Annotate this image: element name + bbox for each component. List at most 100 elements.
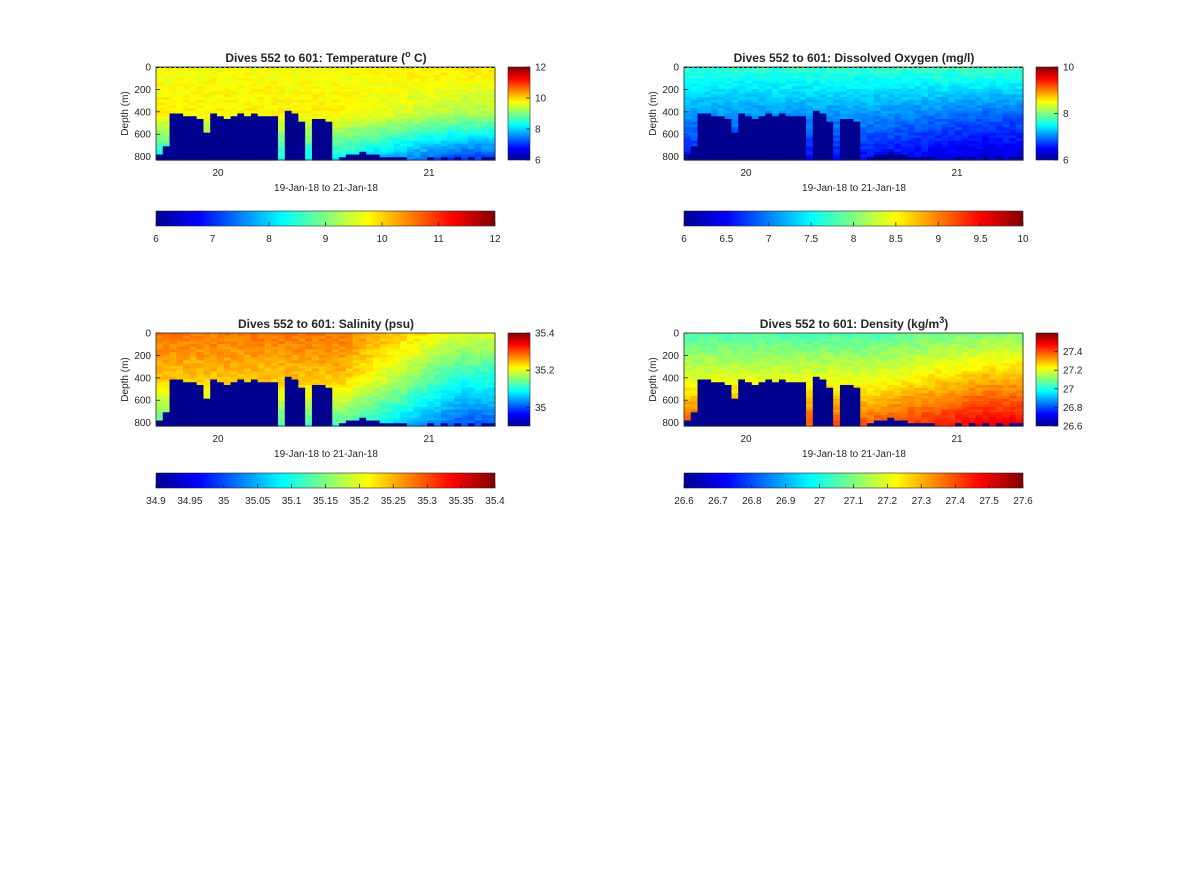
seabed-cell: [812, 149, 821, 153]
heatmap-cell: [1016, 151, 1024, 156]
heatmap-cell: [291, 343, 299, 348]
heatmap-cell: [386, 371, 394, 375]
heatmap-cell: [366, 384, 374, 389]
heatmap-cell: [156, 379, 164, 383]
heatmap-cell: [339, 360, 347, 364]
heatmap-cell: [1009, 129, 1017, 134]
seabed-cell: [244, 143, 252, 147]
seabed-cell: [359, 423, 367, 427]
seabed-cell: [189, 404, 198, 408]
heatmap-cell: [359, 354, 367, 359]
heatmap-cell: [230, 99, 238, 104]
seabed-cell: [298, 423, 306, 427]
heatmap-cell: [339, 398, 347, 402]
seabed-cell: [203, 138, 211, 142]
seabed-cell: [772, 151, 780, 156]
heatmap-cell: [995, 72, 1004, 76]
heatmap-cell: [339, 341, 347, 345]
heatmap-cell: [440, 390, 449, 394]
heatmap-cell: [968, 83, 977, 87]
heatmap-cell: [427, 108, 435, 112]
heatmap-cell: [704, 75, 712, 79]
heatmap-cell: [420, 132, 428, 136]
heatmap-cell: [352, 382, 360, 386]
heatmap-cell: [393, 382, 401, 386]
heatmap-cell: [704, 72, 712, 76]
seabed-cell: [318, 390, 327, 394]
heatmap-cell: [880, 83, 888, 87]
heatmap-cell: [237, 368, 245, 372]
heatmap-cell: [731, 77, 739, 82]
seabed-cell: [203, 398, 211, 402]
seabed-cell: [853, 146, 861, 150]
heatmap-cell: [298, 335, 306, 340]
heatmap-cell: [711, 94, 719, 98]
seabed-cell: [162, 154, 171, 158]
heatmap-cell: [785, 105, 794, 109]
heatmap-cell: [244, 354, 252, 359]
heatmap-cell: [400, 97, 408, 101]
heatmap-cell: [955, 97, 963, 101]
heatmap-cell: [955, 83, 963, 87]
heatmap-cell: [366, 404, 374, 408]
heatmap-cell: [467, 94, 476, 98]
seabed-cell: [257, 157, 266, 161]
heatmap-cell: [995, 108, 1004, 112]
heatmap-cell: [887, 121, 895, 126]
heatmap-cell: [332, 417, 340, 422]
heatmap-cell: [765, 102, 773, 106]
heatmap-cell: [467, 116, 476, 120]
seabed-cell: [298, 398, 306, 402]
heatmap-cell: [989, 86, 997, 90]
seabed-cell: [217, 135, 225, 139]
heatmap-cell: [372, 390, 381, 394]
heatmap-cell: [406, 371, 415, 375]
heatmap-cell: [413, 412, 422, 416]
seabed-cell: [765, 132, 773, 136]
heatmap-cell: [318, 94, 327, 98]
heatmap-cell: [806, 135, 814, 139]
heatmap-cell: [806, 121, 814, 126]
seabed-cell: [284, 404, 293, 408]
heatmap-cell: [860, 110, 868, 115]
heatmap-cell: [311, 67, 320, 71]
heatmap-cell: [311, 105, 320, 109]
heatmap-cell: [420, 352, 428, 356]
heatmap-cell: [731, 105, 739, 109]
heatmap-cell: [372, 113, 381, 117]
heatmap-cell: [183, 113, 191, 117]
seabed-cell: [745, 121, 753, 126]
heatmap-cell: [305, 404, 313, 408]
heatmap-cell: [291, 67, 299, 71]
heatmap-cell: [271, 368, 279, 372]
heatmap-cell: [189, 338, 198, 342]
heatmap-cell: [806, 99, 814, 104]
seabed-cell: [311, 398, 320, 402]
heatmap-cell: [420, 151, 428, 156]
heatmap-cell: [278, 88, 286, 93]
heatmap-cell: [318, 376, 327, 381]
heatmap-cell: [928, 129, 936, 134]
heatmap-cell: [400, 379, 408, 383]
heatmap-cell: [447, 105, 455, 109]
seabed-cell: [196, 146, 205, 150]
heatmap-cell: [731, 127, 739, 131]
heatmap-cell: [203, 88, 211, 93]
heatmap-cell: [406, 360, 415, 364]
heatmap-cell: [284, 69, 293, 74]
seabed-cell: [284, 138, 293, 142]
heatmap-cell: [305, 88, 313, 93]
heatmap-cell: [941, 154, 950, 158]
seabed-cell: [271, 124, 279, 128]
heatmap-cell: [413, 127, 422, 131]
heatmap-cell: [921, 146, 929, 150]
heatmap-cell: [440, 99, 449, 104]
heatmap-cell: [406, 151, 415, 156]
heatmap-cell: [406, 102, 415, 106]
heatmap-cell: [853, 108, 861, 112]
heatmap-cell: [961, 69, 970, 74]
heatmap-cell: [393, 368, 401, 372]
heatmap-cell: [305, 335, 313, 340]
heatmap-cell: [907, 99, 916, 104]
heatmap-cell: [467, 72, 476, 76]
